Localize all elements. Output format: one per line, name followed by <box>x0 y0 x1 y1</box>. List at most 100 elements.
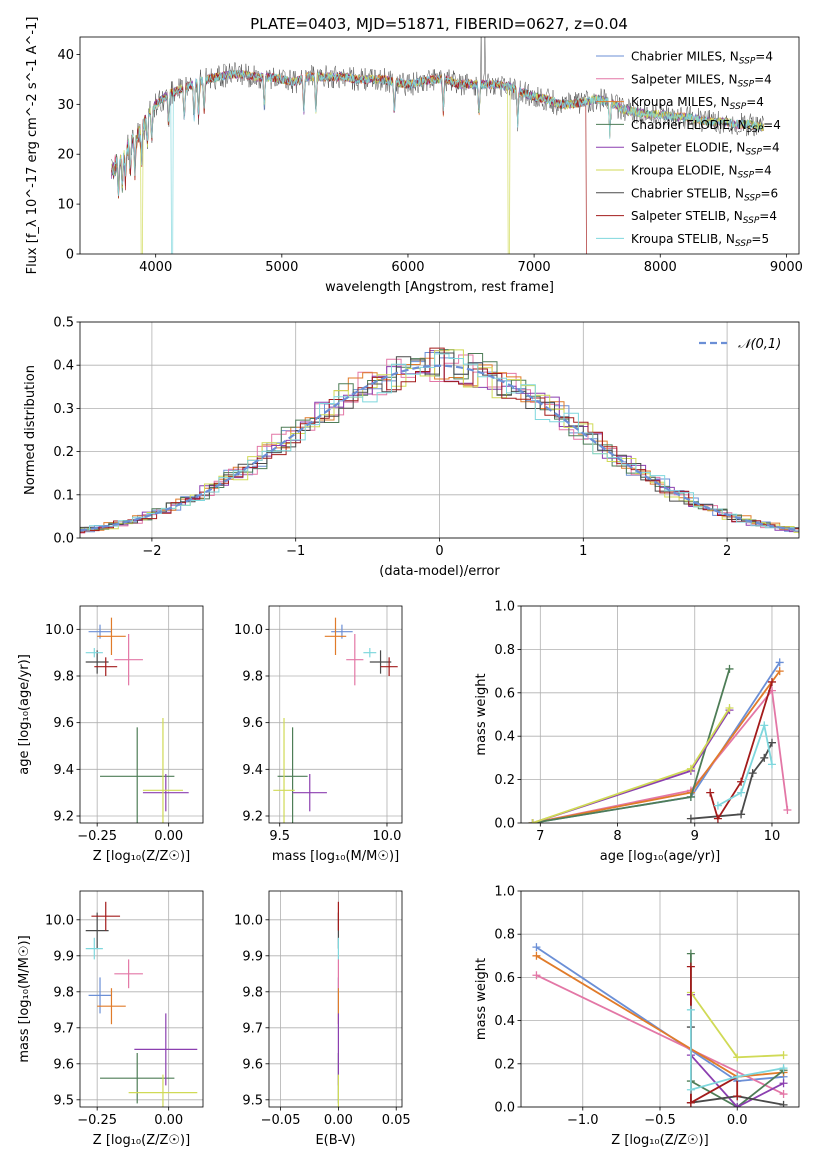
normal-curve <box>80 364 799 532</box>
y-tick-label: 0.0 <box>53 532 74 547</box>
legend-suffix: =4 <box>755 50 773 64</box>
panel-mass_weight_vs_Z: −1.0 −0.5 0.0 0.0 0.2 0.4 0.6 0.8 1.0 Z [log₁₀(Z/… <box>474 885 800 1148</box>
errorbar-point <box>94 657 118 676</box>
x-axis-label: (data-model)/error <box>379 564 500 579</box>
y-tick-label: 9.8 <box>53 670 74 685</box>
y-tick-label: 9.2 <box>53 810 74 825</box>
y-tick-label: 0.8 <box>494 928 515 943</box>
marker-plus <box>767 677 776 686</box>
marker-plus <box>767 760 776 769</box>
legend-suffix: =4 <box>762 141 780 155</box>
x-tick-label: 0.0 <box>727 1113 748 1128</box>
marker-plus <box>686 1005 695 1014</box>
errorbar-point <box>134 1013 198 1086</box>
y-tick-label: 0.2 <box>494 773 515 788</box>
legend: Chabrier MILES, NSSP=4 Salpeter MILES, NS… <box>596 50 781 249</box>
plot-area <box>532 943 788 1107</box>
histogram-step <box>80 347 799 533</box>
axes-frame <box>79 605 204 824</box>
marker-plus <box>737 788 746 797</box>
marker-plus <box>713 814 722 823</box>
y-tick-label: 40 <box>57 48 74 63</box>
marker-plus <box>737 777 746 786</box>
marker-plus <box>775 658 784 667</box>
y-axis-label: Normed distribution <box>23 365 38 495</box>
axes-frame <box>520 605 800 824</box>
x-axis-label: wavelength [Angstrom, rest frame] <box>325 280 554 295</box>
x-tick-label: 0.05 <box>382 1113 411 1128</box>
marker-plus <box>725 664 734 673</box>
errorbar-point <box>363 648 377 658</box>
y-tick-label: 9.5 <box>242 1093 263 1108</box>
y-tick-label: 9.9 <box>242 949 263 964</box>
y-tick-label: 0.4 <box>494 1014 515 1029</box>
grid <box>80 891 203 1107</box>
marker-plus <box>733 1053 742 1062</box>
x-tick-label: 0 <box>435 544 443 559</box>
x-tick-label: 0.00 <box>324 1113 353 1128</box>
x-tick-label: 6000 <box>391 260 424 275</box>
grid <box>269 606 402 823</box>
panel-spectrum: 4000 5000 6000 7000 8000 9000 0 10 20 30 40 wavelen… <box>25 17 803 295</box>
legend-suffix: =4 <box>763 118 781 132</box>
y-tick-label: 9.4 <box>242 763 263 778</box>
y-tick-label: 9.8 <box>53 985 74 1000</box>
marker-plus <box>532 951 541 960</box>
y-tick-label: 10.0 <box>234 913 263 928</box>
x-axis-label: mass [log₁₀(M/M☉)] <box>272 849 399 864</box>
marker-plus <box>779 1100 788 1107</box>
x-tick-label: 8 <box>613 829 621 844</box>
x-tick-label: 1 <box>579 544 587 559</box>
x-tick-label: 10 <box>764 829 781 844</box>
plot-area <box>111 37 765 254</box>
marker-plus <box>686 792 695 801</box>
marker-plus <box>686 1085 695 1094</box>
errorbar-point <box>100 727 175 823</box>
panel-residual_hist: −2 −1 0 1 2 0.0 0.1 0.2 0.3 0.4 0.5 (data-model)/er… <box>23 316 800 579</box>
x-axis-label: Z [log₁₀(Z/Z☉)] <box>93 849 190 864</box>
histogram-step <box>80 353 799 532</box>
x-tick-label: −1 <box>286 544 305 559</box>
errorbar-point <box>369 650 392 674</box>
marker-plus <box>779 1051 788 1060</box>
legend-suffix: =4 <box>754 72 772 86</box>
y-tick-label: 0.0 <box>494 817 515 832</box>
axes-frame <box>268 890 403 1108</box>
y-axis-label: mass weight <box>474 673 489 755</box>
marker-plus <box>706 788 715 797</box>
marker-plus <box>760 753 769 762</box>
errorbar-point <box>142 774 189 812</box>
legend-subscript: SSP <box>743 216 760 226</box>
x-tick-label: −0.5 <box>644 1113 676 1128</box>
errorbar-point <box>292 774 327 812</box>
y-tick-label: 9.9 <box>53 949 74 964</box>
x-axis-label: E(B-V) <box>315 1133 355 1148</box>
plot-area <box>273 617 398 823</box>
y-tick-label: 30 <box>57 98 74 113</box>
errorbar-point <box>142 718 183 823</box>
x-tick-label: −2 <box>142 544 161 559</box>
errorbar-point <box>128 1074 198 1107</box>
x-tick-label: 0.00 <box>154 829 183 844</box>
marker-plus <box>686 962 695 971</box>
errorbar-point <box>97 617 126 655</box>
legend-label: Salpeter STELIB, NSSP=4 <box>631 209 777 226</box>
marker-plus <box>713 801 722 810</box>
y-tick-label: 10.0 <box>45 623 74 638</box>
marker-plus <box>737 810 746 819</box>
marker-plus <box>532 943 541 952</box>
y-tick-label: 1.0 <box>494 885 515 900</box>
y-tick-label: 9.8 <box>242 670 263 685</box>
marker-plus <box>779 1064 788 1073</box>
panel-mass_vs_Z: −0.25 0.00 9.5 9.6 9.7 9.8 9.9 10.0 Z [log₁₀(Z/Z… <box>17 890 204 1148</box>
x-axis-label: Z [log₁₀(Z/Z☉)] <box>611 1133 708 1148</box>
legend: 𝒩(0,1) <box>699 337 781 352</box>
figure-title: PLATE=0403, MJD=51871, FIBERID=0627, z=0… <box>250 15 628 33</box>
y-axis-label: age [log₁₀(age/yr)] <box>17 654 32 775</box>
errorbar-point <box>273 718 295 823</box>
y-tick-label: 9.2 <box>242 810 263 825</box>
marker-plus <box>748 769 757 778</box>
x-tick-label: 7000 <box>518 260 551 275</box>
